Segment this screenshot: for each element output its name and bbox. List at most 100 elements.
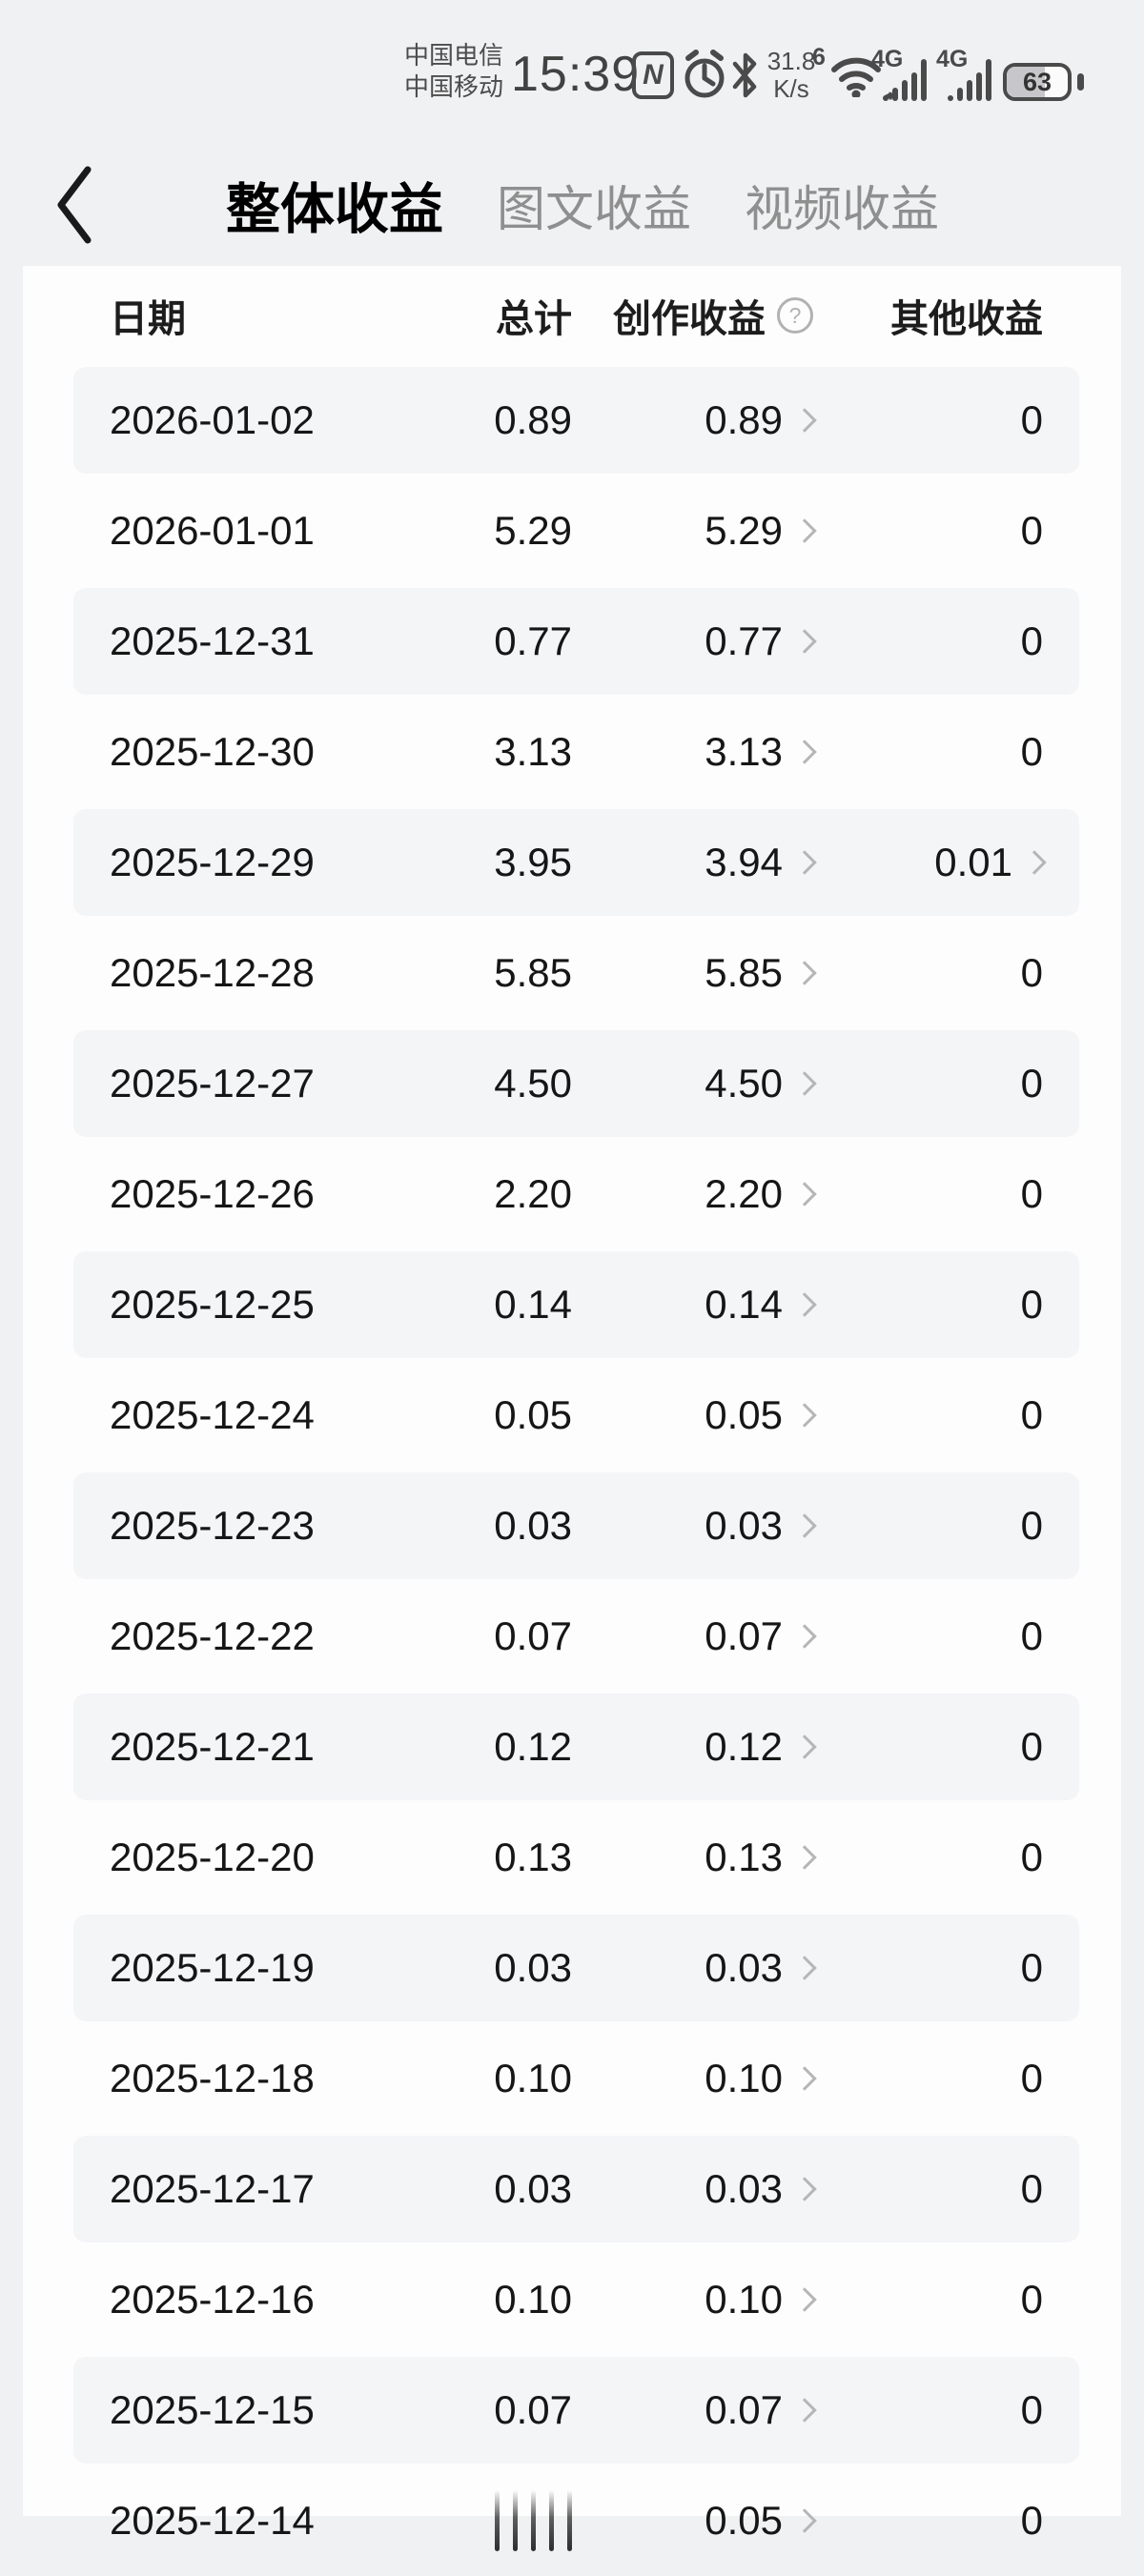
alarm-icon xyxy=(681,50,728,106)
other-income-link[interactable]: 0.01 xyxy=(813,840,1047,885)
row-total: 0.89 xyxy=(494,397,572,442)
creation-income-link[interactable]: 5.85 xyxy=(572,950,817,996)
creation-income-link[interactable]: 3.13 xyxy=(572,729,817,775)
battery-fill xyxy=(1007,67,1046,97)
other-income-cell: 0 xyxy=(813,2387,1043,2433)
wifi6-badge: 6 xyxy=(812,44,826,71)
row-creation-income: 0.07 xyxy=(705,1613,783,1658)
row-date: 2025-12-21 xyxy=(110,1724,315,1769)
row-other-income: 0 xyxy=(1020,1945,1043,1990)
creation-income-link[interactable]: 3.94 xyxy=(572,840,817,885)
row-creation-income: 0.05 xyxy=(705,2498,783,2543)
nav-bar: 整体收益 图文收益 视频收益 xyxy=(0,143,1144,267)
creation-income-link[interactable]: 0.13 xyxy=(572,1835,817,1880)
row-creation-income: 0.10 xyxy=(705,2056,783,2100)
row-other-income: 0 xyxy=(1020,508,1043,553)
creation-income-link[interactable]: 2.20 xyxy=(572,1171,817,1217)
row-other-income: 0 xyxy=(1020,950,1043,995)
tab-bar: 整体收益 图文收益 视频收益 xyxy=(226,143,939,267)
row-other-income: 0 xyxy=(1020,1282,1043,1327)
row-total: 5.85 xyxy=(494,950,572,995)
row-other-income: 0 xyxy=(1020,1171,1043,1216)
help-icon[interactable]: ? xyxy=(777,297,813,334)
row-total: 0.77 xyxy=(494,619,572,663)
row-other-income: 0 xyxy=(1020,619,1043,663)
network-speed-unit: K/s xyxy=(773,74,809,103)
table-row: 2025-12-15 0.07 0.07 0 xyxy=(73,2355,1079,2465)
table-row: 2025-12-28 5.85 5.85 0 xyxy=(73,918,1079,1028)
tab-overall-income[interactable]: 整体收益 xyxy=(226,179,443,240)
row-date: 2026-01-02 xyxy=(110,397,315,442)
creation-income-link[interactable]: 0.05 xyxy=(572,2498,817,2544)
other-income-cell: 0 xyxy=(813,729,1043,775)
creation-income-link[interactable]: 5.29 xyxy=(572,508,817,554)
table-row: 2025-12-24 0.05 0.05 0 xyxy=(73,1360,1079,1471)
table-row: 2025-12-17 0.03 0.03 0 xyxy=(73,2134,1079,2244)
row-total: 0.10 xyxy=(494,2056,572,2100)
row-date: 2025-12-25 xyxy=(110,1282,315,1327)
row-other-income: 0 xyxy=(1020,1392,1043,1437)
table-row: 2025-12-21 0.12 0.12 0 xyxy=(73,1692,1079,1802)
other-income-cell: 0 xyxy=(813,1282,1043,1328)
carrier-2: 中国移动 xyxy=(404,72,504,101)
table-row: 2025-12-14 0.05 0 xyxy=(73,2465,1079,2576)
tab-article-income[interactable]: 图文收益 xyxy=(497,182,692,236)
row-total: 0.14 xyxy=(494,1282,572,1327)
row-date: 2025-12-22 xyxy=(110,1613,315,1658)
nfc-icon: N xyxy=(632,51,674,99)
table-row: 2025-12-18 0.10 0.10 0 xyxy=(73,2023,1079,2134)
row-other-income: 0 xyxy=(1020,1613,1043,1658)
row-creation-income: 0.89 xyxy=(705,397,783,442)
row-total: 0.13 xyxy=(494,1835,572,1879)
other-income-cell: 0 xyxy=(813,619,1043,664)
table-row: 2025-12-27 4.50 4.50 0 xyxy=(73,1028,1079,1139)
creation-income-link[interactable]: 4.50 xyxy=(572,1061,817,1106)
creation-income-link[interactable]: 0.07 xyxy=(572,2387,817,2433)
back-button[interactable] xyxy=(53,164,95,246)
row-other-income: 0 xyxy=(1020,1835,1043,1879)
creation-income-link[interactable]: 0.12 xyxy=(572,1724,817,1770)
creation-income-link[interactable]: 0.77 xyxy=(572,619,817,664)
row-date: 2025-12-15 xyxy=(110,2387,315,2432)
table-row: 2025-12-30 3.13 3.13 0 xyxy=(73,697,1079,807)
row-date: 2025-12-26 xyxy=(110,1171,315,1216)
row-date: 2026-01-01 xyxy=(110,508,315,553)
row-other-income: 0 xyxy=(1020,2166,1043,2211)
tab-video-income[interactable]: 视频收益 xyxy=(745,182,940,236)
row-creation-income: 0.07 xyxy=(705,2387,783,2432)
row-other-income: 0 xyxy=(1020,2387,1043,2432)
row-creation-income: 0.13 xyxy=(705,1835,783,1879)
sim1-network-type: 4G xyxy=(871,46,904,72)
row-creation-income: 3.94 xyxy=(705,840,783,884)
creation-income-link[interactable]: 0.05 xyxy=(572,1392,817,1438)
creation-income-link[interactable]: 0.14 xyxy=(572,1282,817,1328)
table-row: 2025-12-22 0.07 0.07 0 xyxy=(73,1581,1079,1692)
row-creation-income: 0.03 xyxy=(705,1503,783,1548)
header-creation-income: 创作收益 ? xyxy=(572,288,813,343)
clock: 15:39 xyxy=(511,47,641,102)
row-total: 5.29 xyxy=(494,508,572,553)
row-other-income: 0 xyxy=(1020,397,1043,442)
creation-income-link[interactable]: 0.89 xyxy=(572,397,817,443)
battery-icon: 63 xyxy=(1003,63,1072,101)
table-row: 2025-12-20 0.13 0.13 0 xyxy=(73,1802,1079,1913)
creation-income-link[interactable]: 0.10 xyxy=(572,2277,817,2322)
row-other-income: 0.01 xyxy=(934,840,1012,884)
carrier-1: 中国电信 xyxy=(404,41,504,70)
creation-income-link[interactable]: 0.03 xyxy=(572,2166,817,2212)
creation-income-link[interactable]: 0.10 xyxy=(572,2056,817,2101)
row-date: 2025-12-23 xyxy=(110,1503,315,1548)
signal-icon-sim1: 4G xyxy=(871,46,930,101)
creation-income-link[interactable]: 0.03 xyxy=(572,1503,817,1549)
battery-percent: 63 xyxy=(1022,67,1052,96)
table-row: 2025-12-19 0.03 0.03 0 xyxy=(73,1913,1079,2023)
creation-income-link[interactable]: 0.03 xyxy=(572,1945,817,1991)
row-date: 2025-12-16 xyxy=(110,2277,315,2322)
row-total: 0.03 xyxy=(494,1945,572,1990)
row-date: 2025-12-24 xyxy=(110,1392,315,1437)
table-row: 2026-01-01 5.29 5.29 0 xyxy=(73,476,1079,586)
row-total: 4.50 xyxy=(494,1061,572,1105)
row-date: 2025-12-28 xyxy=(110,950,315,995)
creation-income-link[interactable]: 0.07 xyxy=(572,1613,817,1659)
chevron-right-icon xyxy=(1022,850,1047,875)
